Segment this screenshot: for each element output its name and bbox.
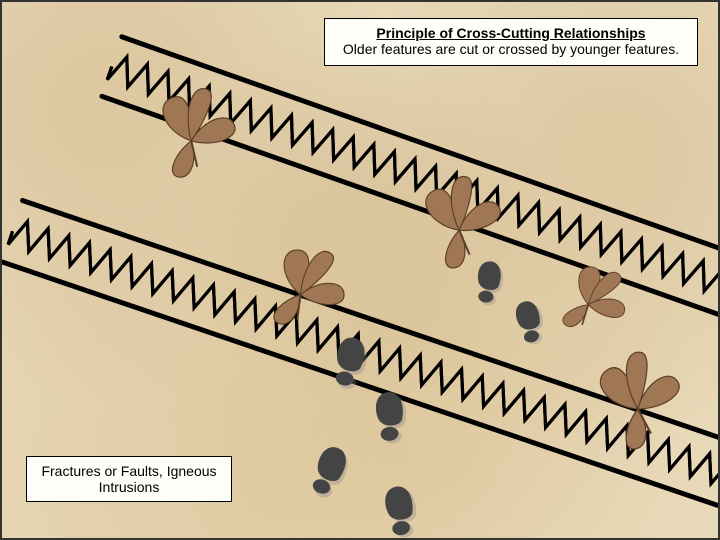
diagram-frame: Principle of Cross-Cutting Relationships… [0, 0, 720, 540]
title-box: Principle of Cross-Cutting Relationships… [324, 18, 698, 66]
title-body: Older features are cut or crossed by you… [333, 41, 689, 57]
label-box: Fractures or Faults, Igneous Intrusions [26, 456, 232, 502]
label-text: Fractures or Faults, Igneous Intrusions [41, 463, 216, 495]
title-heading: Principle of Cross-Cutting Relationships [333, 25, 689, 41]
